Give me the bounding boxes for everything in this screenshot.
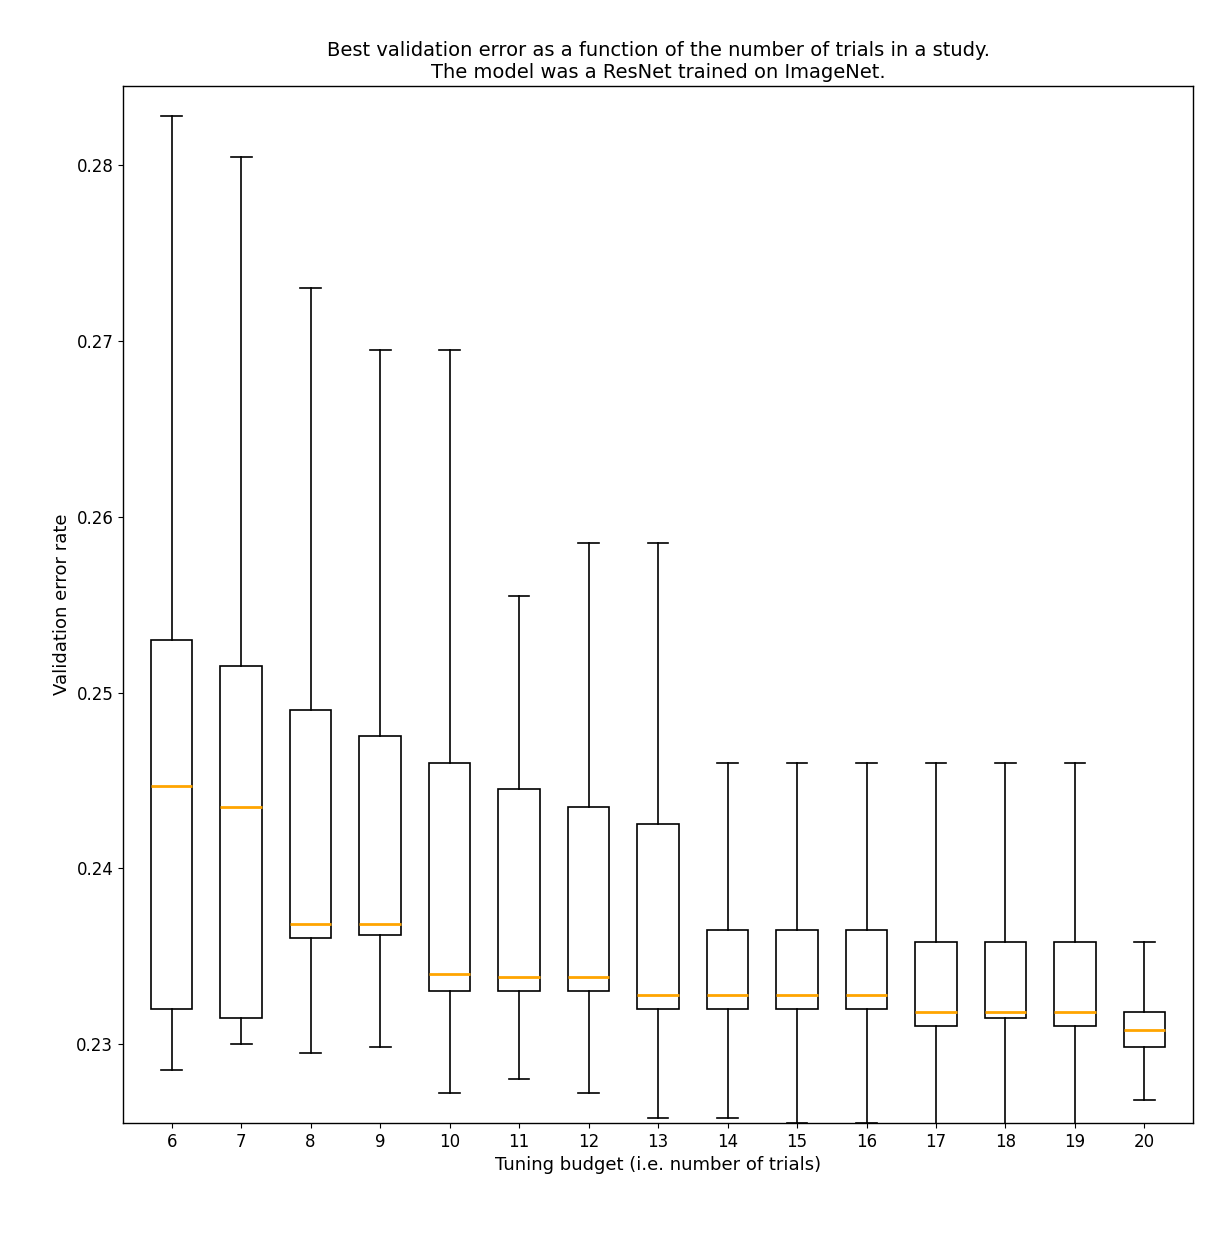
PathPatch shape — [776, 929, 818, 1008]
PathPatch shape — [1054, 942, 1096, 1027]
PathPatch shape — [915, 942, 957, 1027]
PathPatch shape — [429, 763, 470, 991]
PathPatch shape — [1124, 1012, 1165, 1048]
PathPatch shape — [568, 807, 609, 991]
PathPatch shape — [637, 824, 679, 1008]
PathPatch shape — [846, 929, 887, 1008]
PathPatch shape — [707, 929, 748, 1008]
Y-axis label: Validation error rate: Validation error rate — [53, 513, 70, 696]
PathPatch shape — [151, 639, 192, 1008]
Title: Best validation error as a function of the number of trials in a study.
The mode: Best validation error as a function of t… — [326, 41, 990, 81]
PathPatch shape — [220, 666, 262, 1018]
PathPatch shape — [359, 737, 401, 935]
PathPatch shape — [985, 942, 1026, 1018]
PathPatch shape — [290, 710, 331, 939]
X-axis label: Tuning budget (i.e. number of trials): Tuning budget (i.e. number of trials) — [494, 1156, 822, 1175]
PathPatch shape — [498, 789, 540, 991]
